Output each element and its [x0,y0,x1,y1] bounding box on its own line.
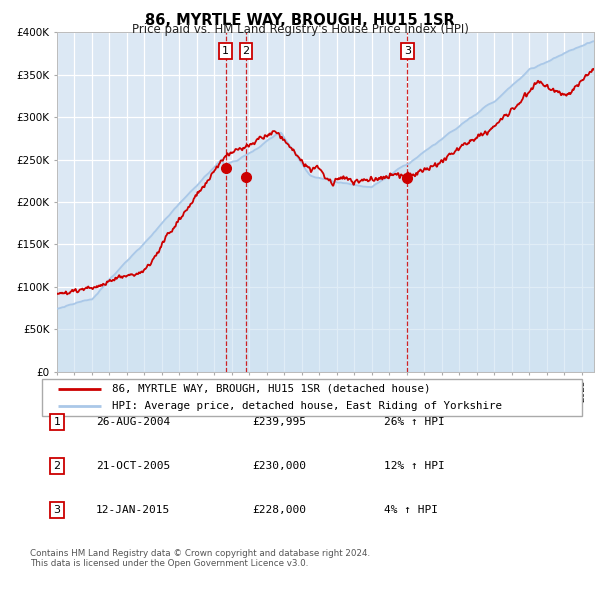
Text: 3: 3 [404,46,411,56]
Text: 2: 2 [53,461,61,471]
Text: 4% ↑ HPI: 4% ↑ HPI [384,506,438,515]
Text: 12% ↑ HPI: 12% ↑ HPI [384,461,445,471]
FancyBboxPatch shape [42,379,582,416]
Text: Price paid vs. HM Land Registry's House Price Index (HPI): Price paid vs. HM Land Registry's House … [131,23,469,36]
Text: HPI: Average price, detached house, East Riding of Yorkshire: HPI: Average price, detached house, East… [112,401,502,411]
Text: 2: 2 [242,46,250,56]
Text: 26% ↑ HPI: 26% ↑ HPI [384,417,445,427]
Text: 86, MYRTLE WAY, BROUGH, HU15 1SR (detached house): 86, MYRTLE WAY, BROUGH, HU15 1SR (detach… [112,384,431,394]
Text: This data is licensed under the Open Government Licence v3.0.: This data is licensed under the Open Gov… [30,559,308,568]
Text: 86, MYRTLE WAY, BROUGH, HU15 1SR: 86, MYRTLE WAY, BROUGH, HU15 1SR [145,13,455,28]
Text: 12-JAN-2015: 12-JAN-2015 [96,506,170,515]
Text: 21-OCT-2005: 21-OCT-2005 [96,461,170,471]
Text: 3: 3 [53,506,61,515]
Text: £228,000: £228,000 [252,506,306,515]
Text: 1: 1 [53,417,61,427]
Text: £239,995: £239,995 [252,417,306,427]
Text: £230,000: £230,000 [252,461,306,471]
Text: Contains HM Land Registry data © Crown copyright and database right 2024.: Contains HM Land Registry data © Crown c… [30,549,370,558]
Text: 26-AUG-2004: 26-AUG-2004 [96,417,170,427]
Text: 1: 1 [222,46,229,56]
